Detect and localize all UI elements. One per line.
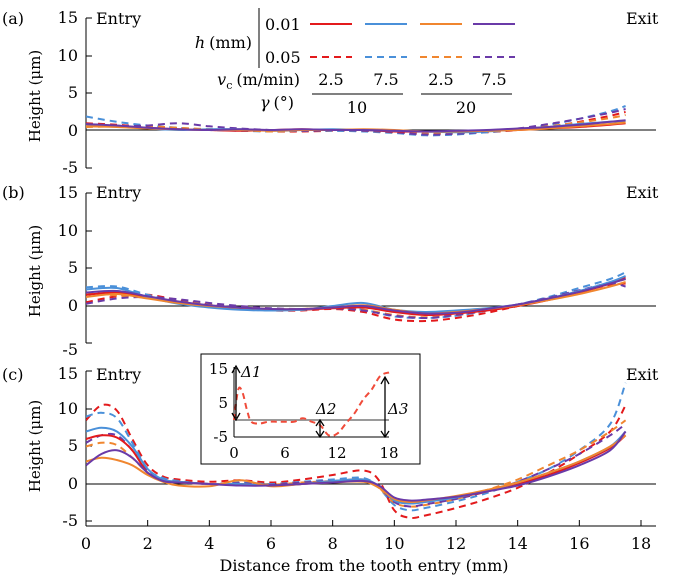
x-tick-label: 16 <box>569 534 589 553</box>
legend-gamma-var: γ <box>260 93 270 112</box>
legend-h-label: h (mm) <box>195 33 252 52</box>
legend-vc-value: 2.5 <box>428 70 453 89</box>
x-tick-label: 10 <box>384 534 404 553</box>
legend-h-value: 0.01 <box>265 15 301 34</box>
y-tick-label: -5 <box>62 340 78 359</box>
panel-a-exit-label: Exit <box>626 9 659 28</box>
legend-gamma-value: 20 <box>456 98 476 117</box>
legend: h (mm) 0.01 0.05 vc (m/min) 2.5 7.5 2.5 7.… <box>195 8 515 117</box>
panel-a-yticks: 15 10 5 0 -5 <box>58 8 92 177</box>
inset-x-tick-label: 12 <box>327 444 346 462</box>
y-tick-label: 10 <box>58 46 78 65</box>
y-tick-label: 5 <box>68 258 78 277</box>
inset-series-red-dashed <box>233 371 390 437</box>
inset-delta1-arrowheads <box>231 364 241 422</box>
panel-a-label: (a) <box>2 9 24 28</box>
panel-c-ylabel: Height (μm) <box>26 400 44 493</box>
inset-delta3-label: Δ3 <box>387 400 408 418</box>
panel-b: (b) Entry Exit Height (μm) 15 10 5 0 -5 <box>2 183 659 359</box>
panel-c-series <box>86 382 627 520</box>
panel-a-series <box>86 105 626 137</box>
legend-vc-unit: (m/min) <box>236 70 300 89</box>
inset: 15 5 -5 0 6 12 18 Δ1 Δ2 Δ3 <box>200 353 421 465</box>
panel-a-ylabel: Height (μm) <box>26 50 44 143</box>
panel-b-ylabel: Height (μm) <box>26 225 44 318</box>
panel-b-series-purple-dashed <box>86 282 626 320</box>
y-tick-label: 0 <box>68 121 78 140</box>
panel-c-series-purple-solid <box>86 430 627 502</box>
panel-b-series-purple-solid <box>86 278 626 315</box>
panel-b-series-red-dashed <box>86 282 626 323</box>
inset-delta2-arrowheads <box>315 418 325 439</box>
y-tick-label: 0 <box>68 296 78 315</box>
panel-c-xlabel: Distance from the tooth entry (mm) <box>219 556 508 575</box>
legend-vc-label: vc (m/min) <box>217 70 300 92</box>
legend-swatches <box>310 23 515 58</box>
panel-c-series-red-dashed <box>86 403 627 520</box>
panel-b-series-blue-dashed <box>86 271 627 320</box>
panel-b-entry-label: Entry <box>96 183 141 202</box>
legend-vc-value: 2.5 <box>318 70 343 89</box>
inset-delta3-arrowheads <box>380 375 390 439</box>
y-tick-label: 10 <box>58 399 78 418</box>
y-tick-label: -5 <box>62 511 78 530</box>
x-tick-label: 8 <box>328 534 338 553</box>
panel-b-exit-label: Exit <box>626 183 659 202</box>
y-tick-label: 15 <box>58 364 78 383</box>
y-tick-label: 5 <box>68 436 78 455</box>
inset-y-tick-label: 5 <box>218 394 228 412</box>
panel-c-yticks: 15 10 5 0 -5 <box>58 364 92 530</box>
legend-vc-value: 7.5 <box>481 70 506 89</box>
panel-b-series <box>86 271 627 323</box>
inset-x-tick-label: 0 <box>229 444 239 462</box>
legend-h-unit: (mm) <box>209 33 252 52</box>
inset-series <box>233 371 390 437</box>
legend-gamma-unit: (°) <box>274 93 294 112</box>
inset-frame <box>200 353 421 465</box>
y-tick-label: 15 <box>58 183 78 202</box>
legend-gamma-value: 10 <box>347 98 367 117</box>
legend-vc-var: v <box>217 70 226 89</box>
y-tick-label: 10 <box>58 221 78 240</box>
inset-y-tick-label: -5 <box>213 428 228 446</box>
panel-b-yticks: 15 10 5 0 -5 <box>58 183 92 359</box>
x-tick-label: 12 <box>446 534 466 553</box>
inset-y-tick-label: 15 <box>209 360 228 378</box>
x-tick-label: 18 <box>631 534 651 553</box>
inset-delta2-label: Δ2 <box>315 400 336 418</box>
panel-c: (c) Entry Exit Height (μm) 15 10 5 0 -5 … <box>2 353 659 575</box>
legend-h-value: 0.05 <box>265 48 301 67</box>
x-tick-label: 6 <box>266 534 276 553</box>
panel-a-entry-label: Entry <box>96 9 141 28</box>
x-tick-label: 0 <box>81 534 91 553</box>
inset-x-tick-label: 6 <box>280 444 290 462</box>
panel-a-series-purple-solid <box>86 119 626 133</box>
inset-delta1-label: Δ1 <box>240 363 261 381</box>
panel-a: (a) Entry Exit Height (μm) 15 10 5 0 -5 … <box>2 8 659 177</box>
panel-b-label: (b) <box>2 183 25 202</box>
y-tick-label: -5 <box>62 158 78 177</box>
y-tick-label: 5 <box>68 83 78 102</box>
panel-c-label: (c) <box>2 365 23 384</box>
legend-vc-value: 7.5 <box>373 70 398 89</box>
x-tick-label: 14 <box>507 534 527 553</box>
panel-c-entry-label: Entry <box>96 365 141 384</box>
panel-c-series-purple-dashed <box>86 423 627 508</box>
legend-gamma-label: γ (°) <box>260 93 294 112</box>
legend-h-var: h <box>195 33 205 52</box>
x-tick-label: 4 <box>204 534 214 553</box>
y-tick-label: 0 <box>68 474 78 493</box>
legend-vc-sub: c <box>226 79 232 92</box>
inset-x-tick-label: 18 <box>379 444 398 462</box>
x-tick-label: 2 <box>143 534 153 553</box>
panel-c-xticks: 0 2 4 6 8 10 12 14 16 18 <box>81 520 651 553</box>
panel-c-exit-label: Exit <box>626 365 659 384</box>
y-tick-label: 15 <box>58 8 78 27</box>
